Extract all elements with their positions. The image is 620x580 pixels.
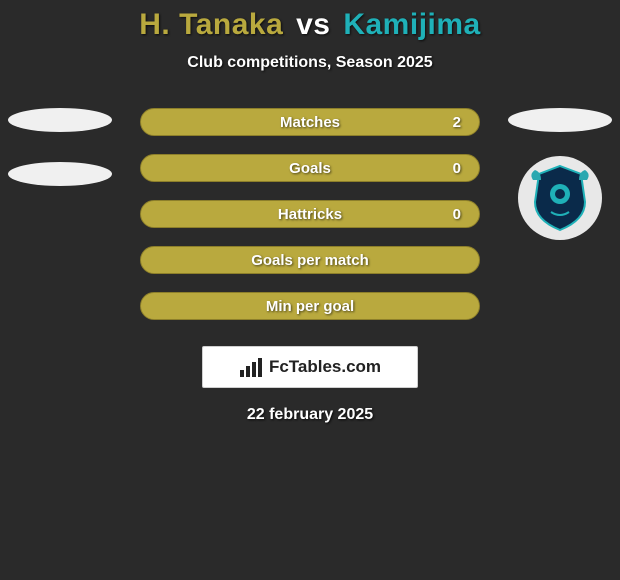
chart-area: Matches 2 Goals 0 Hattricks 0 Goals per … xyxy=(0,108,620,424)
player1-name: H. Tanaka xyxy=(139,8,283,41)
bar-label: Matches xyxy=(280,114,340,131)
title: H. Tanaka vs Kamijima xyxy=(0,8,620,42)
bar-matches: Matches 2 xyxy=(140,108,480,136)
bar-value: 0 xyxy=(453,160,461,177)
player2-name: Kamijima xyxy=(343,8,480,41)
subtitle: Club competitions, Season 2025 xyxy=(0,54,620,72)
brand-suffix: Tables.com xyxy=(289,357,381,376)
bar-label: Goals per match xyxy=(251,252,369,269)
bar-label: Min per goal xyxy=(266,298,354,315)
club-crest xyxy=(518,156,602,240)
bar-label: Hattricks xyxy=(278,206,342,223)
bars-icon xyxy=(239,356,263,378)
brand-text: FcTables.com xyxy=(269,357,381,377)
bar-goals-per-match: Goals per match xyxy=(140,246,480,274)
brand-logo: FcTables.com xyxy=(202,346,418,388)
bar-value: 0 xyxy=(453,206,461,223)
bar-label: Goals xyxy=(289,160,331,177)
crest-icon xyxy=(527,162,593,234)
vs-label: vs xyxy=(296,8,330,41)
bar-value: 2 xyxy=(453,114,461,131)
infographic-container: H. Tanaka vs Kamijima Club competitions,… xyxy=(0,0,620,580)
date-label: 22 february 2025 xyxy=(0,406,620,424)
right-ellipse-1 xyxy=(508,108,612,132)
bars: Matches 2 Goals 0 Hattricks 0 Goals per … xyxy=(140,108,480,320)
brand-prefix: Fc xyxy=(269,357,289,376)
right-badges xyxy=(508,108,612,240)
bar-hattricks: Hattricks 0 xyxy=(140,200,480,228)
left-ellipse-2 xyxy=(8,162,112,186)
left-ellipse-1 xyxy=(8,108,112,132)
bar-goals: Goals 0 xyxy=(140,154,480,182)
bar-min-per-goal: Min per goal xyxy=(140,292,480,320)
left-badges xyxy=(8,108,112,216)
